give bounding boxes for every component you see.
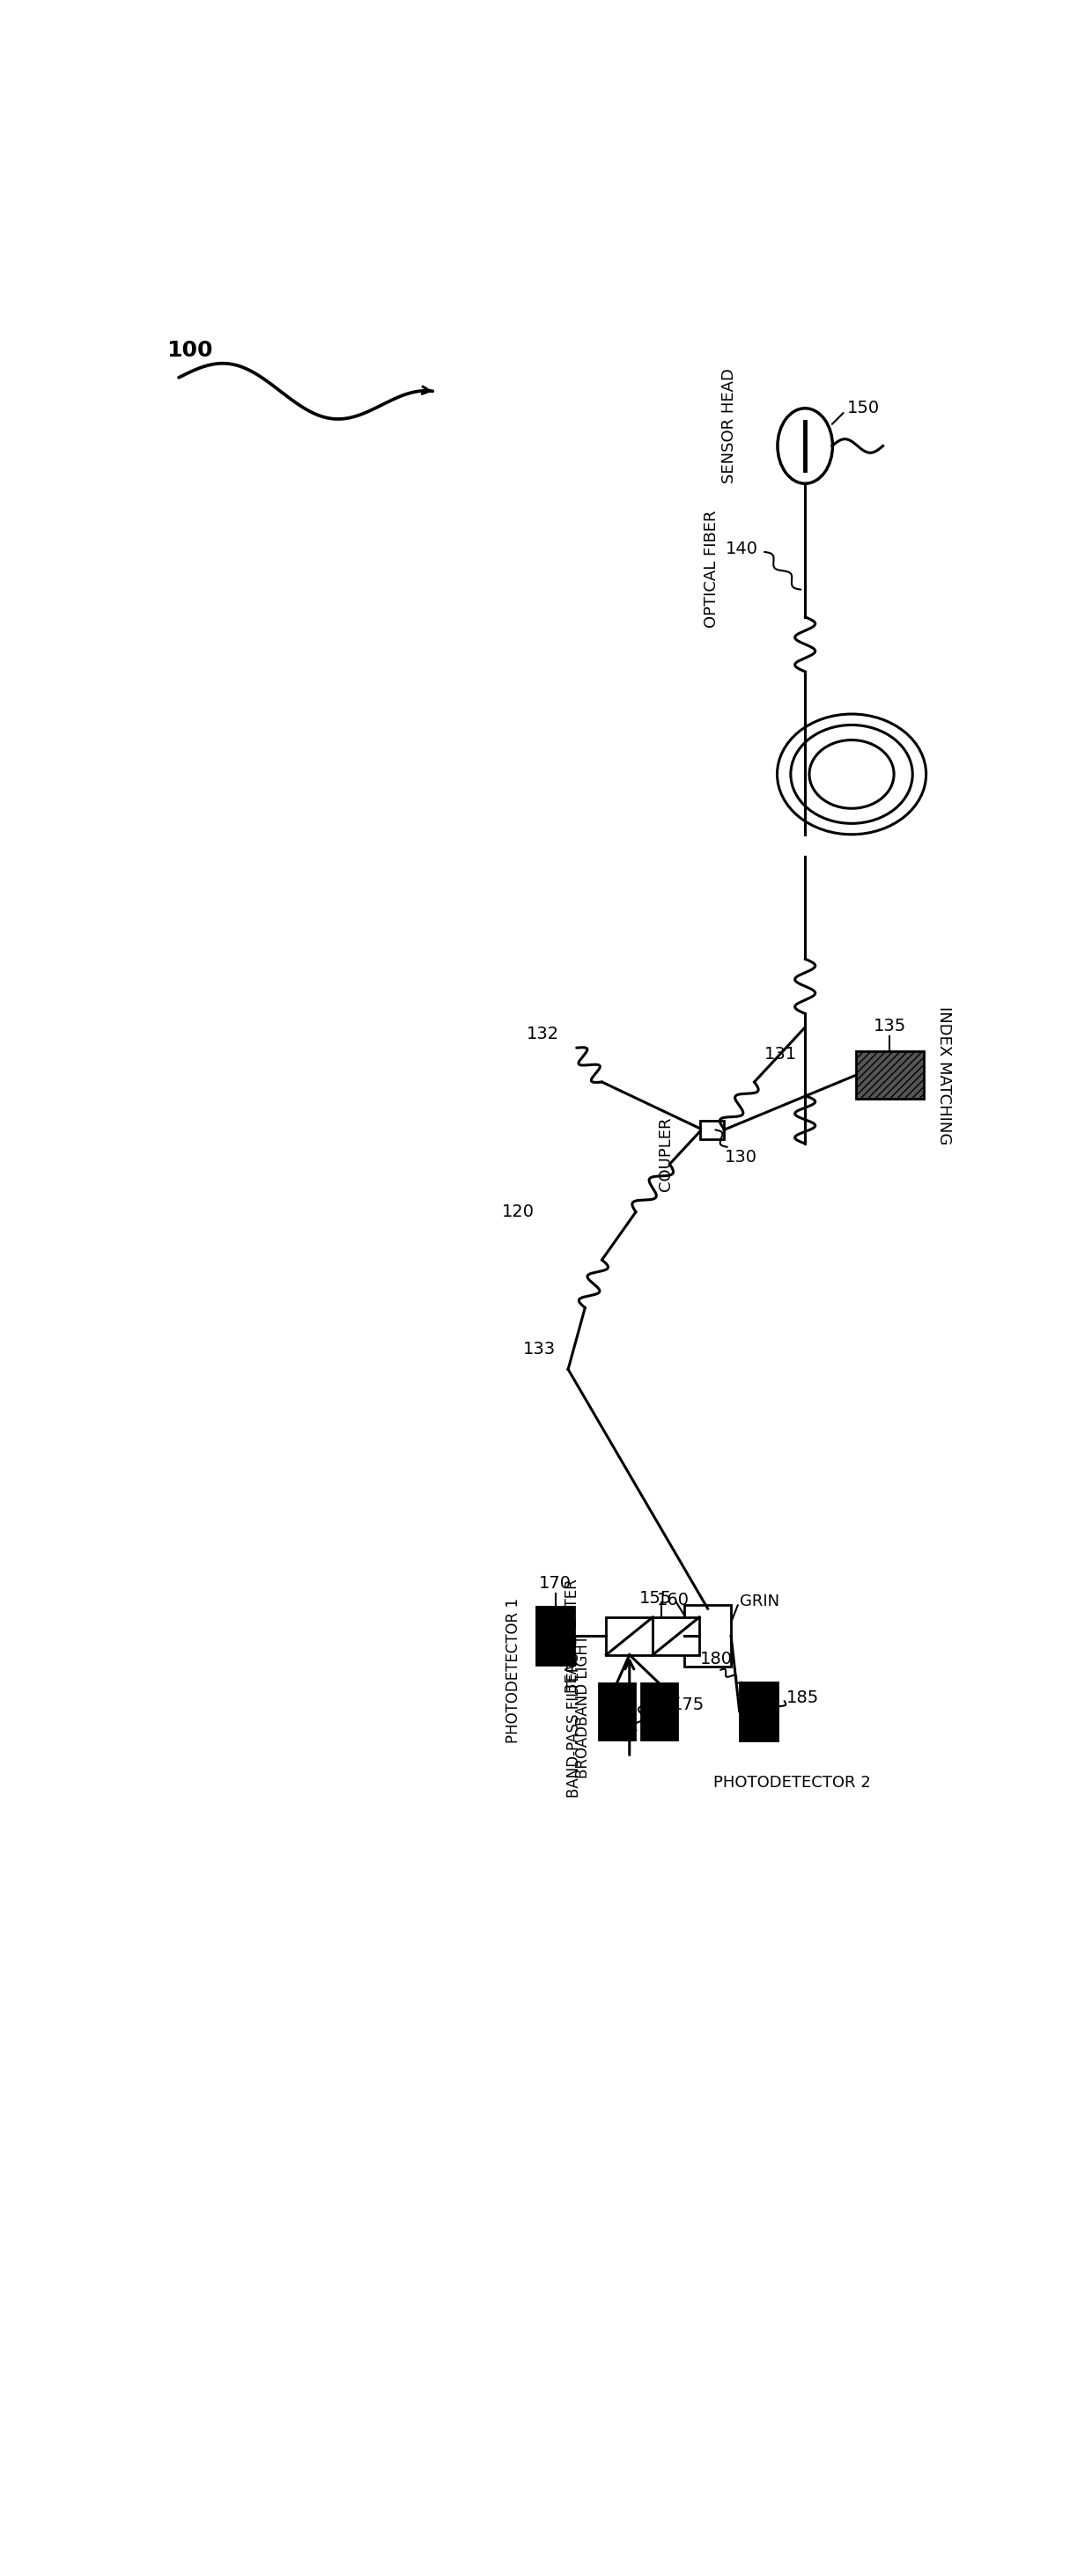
Text: OPTICAL FIBER: OPTICAL FIBER [704,510,720,629]
Text: BROADBAND LIGHT: BROADBAND LIGHT [575,1633,591,1777]
Text: 132: 132 [527,1025,559,1043]
Text: 185: 185 [786,1690,819,1705]
Bar [600,1682,634,1739]
Bar [606,1618,653,1654]
Bar [641,1682,677,1739]
Text: SENSOR HEAD: SENSOR HEAD [721,368,737,484]
Text: 175: 175 [672,1695,704,1713]
Text: 140: 140 [726,541,759,556]
Text: INDEX MATCHING: INDEX MATCHING [936,1007,952,1144]
Text: BAND-PASS FILTERS: BAND-PASS FILTERS [567,1651,582,1798]
Text: BEAM SPLITTER: BEAM SPLITTER [565,1579,580,1692]
Text: 170: 170 [539,1574,572,1592]
Text: 100: 100 [166,340,212,361]
Text: COUPLER: COUPLER [657,1115,674,1190]
Text: 160: 160 [657,1592,689,1607]
Text: PHOTODETECTOR 1: PHOTODETECTOR 1 [506,1597,521,1744]
Bar [685,1605,731,1667]
Text: 110: 110 [642,1695,675,1710]
Text: 131: 131 [764,1046,797,1064]
Text: 120: 120 [501,1203,534,1221]
Text: 155: 155 [639,1589,672,1607]
Bar [536,1607,574,1664]
Bar [653,1618,699,1654]
Text: 133: 133 [523,1340,556,1358]
Text: 150: 150 [847,399,880,417]
Text: 180: 180 [700,1651,733,1667]
Text: 130: 130 [725,1149,757,1164]
Bar [856,1051,924,1100]
Bar [739,1682,778,1741]
Text: 135: 135 [874,1018,906,1033]
Text: PHOTODETECTOR 2: PHOTODETECTOR 2 [714,1775,871,1790]
Bar [700,1121,724,1139]
Text: GRIN: GRIN [739,1595,780,1610]
